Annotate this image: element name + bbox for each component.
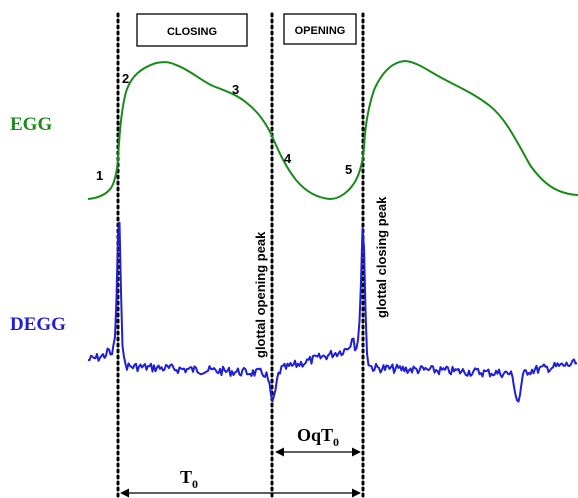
egg-waveform [87, 60, 578, 200]
point-label-1: 1 [96, 168, 103, 183]
point-label-5: 5 [345, 162, 352, 177]
point-label-2: 2 [122, 71, 129, 86]
degg-label: DEGG [10, 314, 66, 335]
degg-waveform [87, 221, 578, 403]
glottal-opening-peak-label: glottal opening peak [253, 231, 268, 358]
opening-phase-label: OPENING [295, 25, 346, 37]
oq-interval-sub: 0 [333, 435, 339, 449]
t0-interval-sub: 0 [192, 477, 198, 491]
oq-interval-label: OqT0 [297, 425, 339, 449]
t0-interval-main: T [180, 467, 192, 487]
closing-phase-box: CLOSING [136, 13, 248, 47]
t0-interval-label: T0 [180, 467, 198, 491]
point-label-4: 4 [284, 151, 292, 166]
opening-phase-box: OPENING [283, 13, 357, 45]
oq-interval-main: OqT [297, 425, 333, 445]
closing-phase-label: CLOSING [167, 26, 217, 38]
point-label-3: 3 [232, 82, 239, 97]
egg-label: EGG [10, 114, 52, 135]
glottal-closing-peak-label: glottal closing peak [374, 196, 389, 318]
